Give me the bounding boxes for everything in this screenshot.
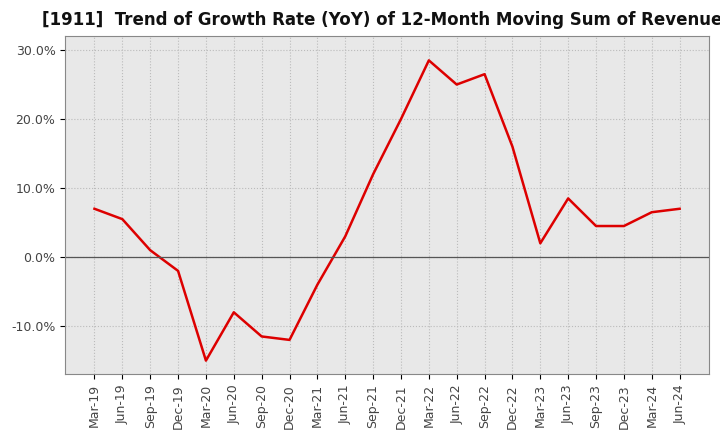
Title: [1911]  Trend of Growth Rate (YoY) of 12-Month Moving Sum of Revenues: [1911] Trend of Growth Rate (YoY) of 12-… <box>42 11 720 29</box>
